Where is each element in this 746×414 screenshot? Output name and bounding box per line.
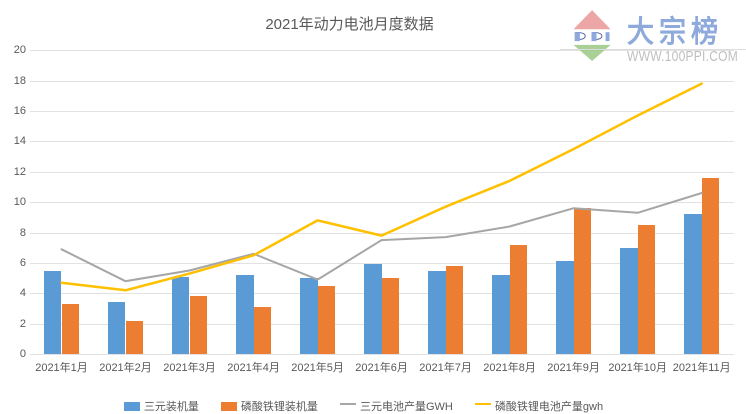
svg-text:WWW.100PPI.COM: WWW.100PPI.COM [627,48,738,65]
svg-text:大宗榜: 大宗榜 [627,15,723,49]
